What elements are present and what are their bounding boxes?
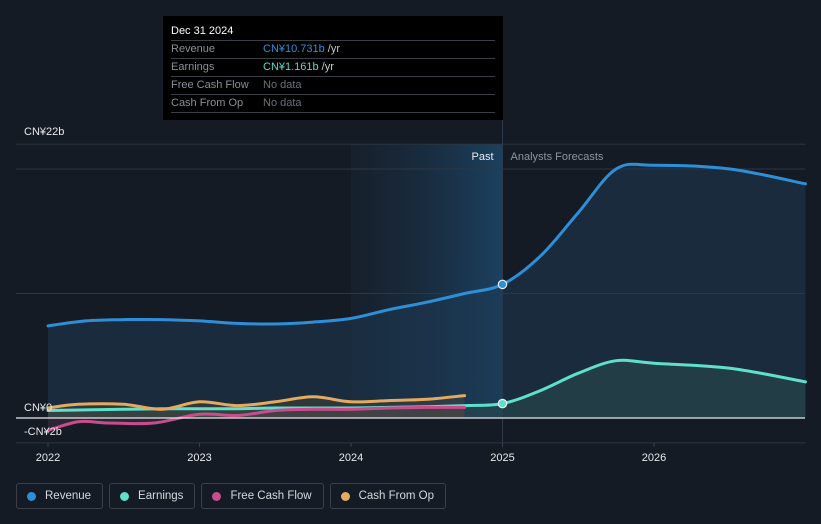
y-tick-label: CN¥22b	[24, 126, 64, 138]
earnings-area	[48, 360, 806, 418]
tooltip-value: CN¥10.731b	[263, 43, 325, 55]
tooltip-date: Dec 31 2024	[171, 23, 495, 41]
past-label: Past	[471, 151, 493, 163]
tooltip-label: Cash From Op	[171, 97, 244, 109]
legend-label: Earnings	[138, 490, 184, 502]
tooltip-unit: /yr	[321, 61, 334, 73]
y-tick-label: CN¥0	[24, 402, 52, 414]
free-cash-flow-line	[46, 405, 467, 432]
legend-item-earnings[interactable]: Earnings	[109, 483, 196, 509]
x-tick-label: 2026	[642, 452, 666, 464]
legend-label: Free Cash Flow	[230, 490, 312, 502]
legend-label: Cash From Op	[358, 490, 435, 502]
tooltip-unit: /yr	[327, 43, 341, 55]
tooltip-label: Revenue	[171, 43, 216, 55]
legend: Revenue Earnings Free Cash Flow Cash Fro…	[16, 483, 447, 509]
cash-from-op-line	[46, 394, 467, 411]
tooltip-value: No data	[263, 79, 302, 91]
past-shaded-region-below	[351, 418, 503, 443]
tooltip-value: CN¥1.161b	[263, 61, 319, 73]
revenue-area	[48, 164, 806, 418]
legend-item-free-cash-flow[interactable]: Free Cash Flow	[201, 483, 324, 509]
tooltip-row-free-cash-flow: Free Cash Flow No data	[171, 77, 495, 95]
revenue-dot-icon	[27, 491, 36, 501]
tooltip: Dec 31 2024 Revenue CN¥10.731b /yr Earni…	[163, 16, 503, 120]
tooltip-row-cash-from-op: Cash From Op No data	[171, 95, 495, 113]
y-tick-label: -CN¥2b	[24, 426, 62, 438]
x-tick-label: 2023	[187, 452, 211, 464]
earnings-dot-icon	[120, 491, 130, 501]
legend-item-cash-from-op[interactable]: Cash From Op	[329, 483, 447, 509]
x-tick-label: 2022	[36, 452, 60, 464]
tooltip-label: Free Cash Flow	[171, 79, 249, 91]
tooltip-row-revenue: Revenue CN¥10.731b /yr	[171, 41, 495, 59]
cash-from-op-area	[48, 395, 465, 418]
revenue-line	[46, 162, 807, 328]
tooltip-value: No data	[263, 97, 302, 109]
free-cash-flow-dot-icon	[212, 491, 222, 501]
legend-item-revenue[interactable]: Revenue	[16, 483, 104, 509]
revenue-highlight-point	[497, 279, 508, 290]
legend-label: Revenue	[45, 490, 92, 502]
earnings-highlight-point	[497, 398, 508, 409]
forecast-label: Analysts Forecasts	[511, 151, 604, 163]
cash-from-op-dot-icon	[340, 491, 350, 501]
tooltip-row-earnings: Earnings CN¥1.161b /yr	[171, 59, 495, 77]
tooltip-label: Earnings	[171, 61, 215, 73]
x-tick-label: 2024	[339, 452, 363, 464]
x-tick-label: 2025	[490, 452, 514, 464]
free-cash-flow-area	[48, 407, 465, 431]
